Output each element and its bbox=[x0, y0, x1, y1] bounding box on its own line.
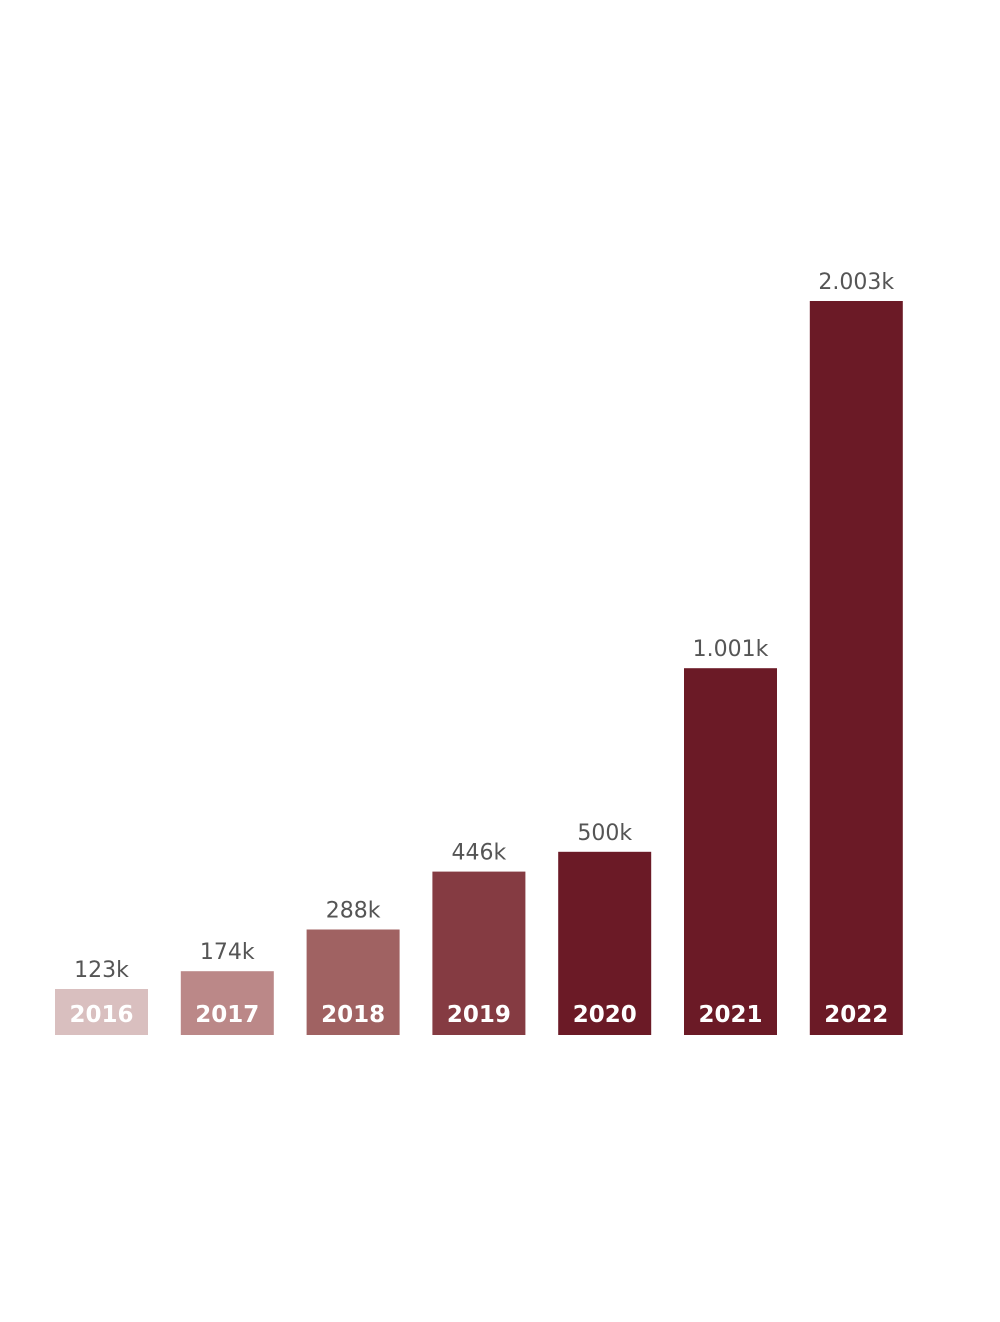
category-label-2022: 2022 bbox=[824, 1002, 888, 1028]
year-labels-group: 2016 2017 2018 2019 2020 2021 2022 bbox=[69, 1002, 888, 1028]
bar-2019 bbox=[432, 871, 526, 1035]
bars-group bbox=[55, 301, 903, 1035]
category-label-2021: 2021 bbox=[698, 1002, 762, 1028]
bar-2022 bbox=[809, 301, 903, 1035]
value-labels-group: 123k 174k 288k 446k 500k 1.001k 2.003k bbox=[74, 270, 894, 983]
bar-2021 bbox=[684, 668, 777, 1035]
value-label-2022: 2.003k bbox=[818, 270, 894, 295]
category-label-2017: 2017 bbox=[195, 1002, 259, 1028]
category-label-2020: 2020 bbox=[573, 1002, 637, 1028]
value-label-2016: 123k bbox=[74, 958, 129, 983]
value-label-2020: 500k bbox=[577, 821, 632, 846]
category-label-2016: 2016 bbox=[69, 1002, 133, 1028]
value-label-2017: 174k bbox=[200, 940, 255, 965]
bar-2016 bbox=[55, 989, 148, 1035]
category-label-2019: 2019 bbox=[447, 1002, 511, 1028]
value-label-2021: 1.001k bbox=[693, 637, 769, 662]
bar-2020 bbox=[558, 851, 652, 1035]
value-label-2019: 446k bbox=[452, 841, 507, 866]
category-label-2018: 2018 bbox=[321, 1002, 385, 1028]
value-label-2018: 288k bbox=[326, 899, 381, 924]
bar-2018 bbox=[306, 929, 400, 1035]
bar-2017 bbox=[180, 971, 274, 1035]
